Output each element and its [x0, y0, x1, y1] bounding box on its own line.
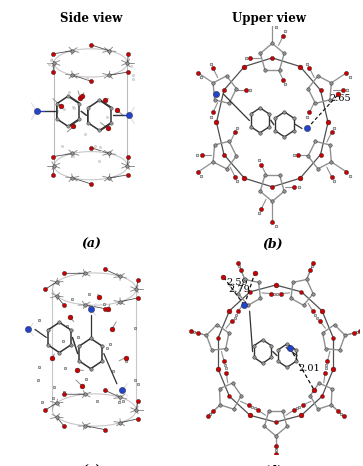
Text: 2.65: 2.65 — [330, 94, 351, 103]
Text: 2.79: 2.79 — [228, 285, 250, 294]
Text: 2.01: 2.01 — [298, 364, 320, 373]
Text: Upper view: Upper view — [232, 12, 306, 25]
Text: Side view: Side view — [60, 12, 122, 25]
Text: (b): (b) — [262, 238, 282, 251]
Text: 2.59: 2.59 — [227, 278, 248, 287]
Text: (a): (a) — [81, 238, 101, 251]
